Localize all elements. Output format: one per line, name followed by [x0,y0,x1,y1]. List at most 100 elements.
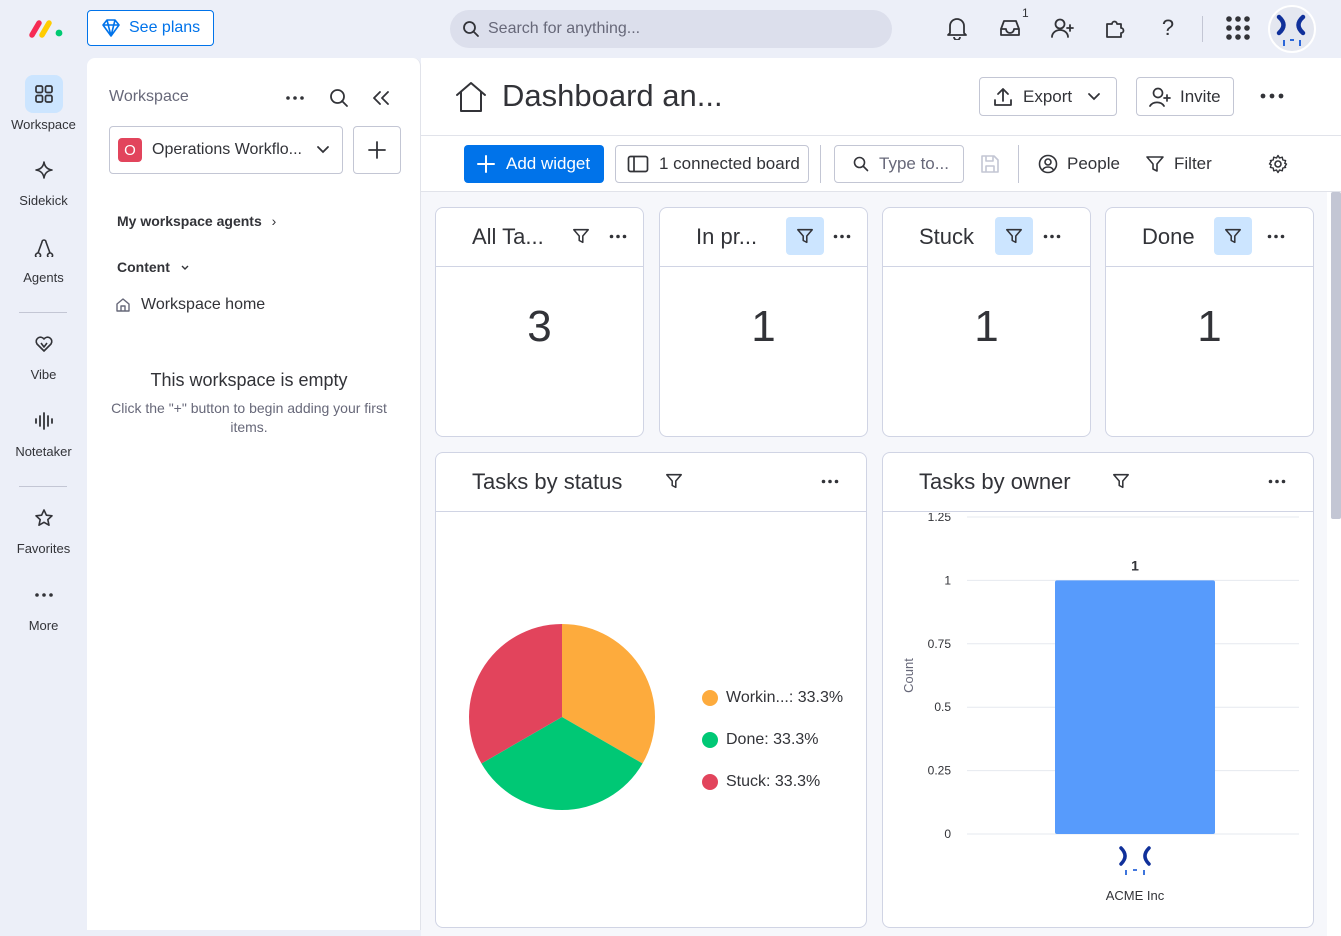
pie-slice-done[interactable] [481,717,643,810]
rail-item-sidekick[interactable]: Sidekick [0,151,87,208]
invite-user-icon[interactable] [1049,14,1077,42]
widget-all-tasks[interactable]: All Ta... 3 [435,207,644,437]
toolbar-divider [1018,145,1019,183]
widget-more-icon[interactable] [1262,224,1290,248]
workspace-more-icon[interactable] [281,84,309,112]
search-icon [853,156,869,172]
global-search-input[interactable]: Search for anything... [450,10,892,48]
widget-title: In pr... [696,224,758,249]
widget-more-icon[interactable] [604,224,632,248]
settings-gear-icon[interactable] [1268,145,1288,183]
invite-label: Invite [1180,86,1221,106]
widget-more-icon[interactable] [1263,469,1291,493]
add-widget-label: Add widget [506,154,591,173]
legend-item-done[interactable]: Done: 33.3% [702,719,843,761]
workspace-home-link[interactable]: Workspace home [115,296,265,314]
status-legend: Workin...: 33.3% Done: 33.3% Stuck: 33.3… [702,677,843,803]
y-tick-label: 0.25 [928,764,952,778]
bar-value-label: 1 [1131,557,1139,573]
apps-grid-icon[interactable] [1224,14,1252,42]
empty-workspace-title: This workspace is empty [150,370,348,390]
legend-dot-working [702,690,718,706]
export-label: Export [1023,86,1073,106]
inbox-icon[interactable] [996,14,1024,42]
bar-acme-inc[interactable] [1055,580,1215,834]
see-plans-label: See plans [129,19,201,36]
filter-icon[interactable] [562,217,600,255]
rail-item-favorites[interactable]: Favorites [0,499,87,556]
bell-icon[interactable] [943,14,971,42]
workspace-grid-icon [24,75,63,113]
widget-number: 3 [527,302,552,351]
chevron-down-icon [317,146,329,154]
workspace-selector-dropdown[interactable]: O Operations Workflo... [109,126,343,174]
acme-logo-image [1276,14,1306,46]
invite-user-icon [1149,87,1171,107]
puzzle-icon[interactable] [1101,14,1129,42]
filter-button[interactable]: Filter [1145,145,1212,183]
widget-header: Tasks by owner [883,453,1313,512]
widget-title: Stuck [919,224,975,249]
y-tick-label: 0 [944,827,951,841]
rail-item-notetaker[interactable]: Notetaker [0,402,87,459]
see-plans-button[interactable]: See plans [87,10,214,46]
page-title[interactable]: Dashboard an... [502,78,723,113]
pie-slice-working-on-it[interactable] [562,624,655,764]
add-workspace-item-button[interactable] [353,126,401,174]
people-filter-button[interactable]: People [1038,145,1120,183]
export-button[interactable]: Export [979,77,1117,116]
rail-item-agents[interactable]: Agents [0,228,87,285]
people-label: People [1067,154,1120,173]
widget-number: 1 [751,302,776,351]
legend-item-stuck[interactable]: Stuck: 33.3% [702,761,843,803]
workspace-search-icon[interactable] [325,84,353,112]
filter-icon[interactable] [995,217,1033,255]
widget-title: Done [1142,224,1195,249]
widget-tasks-by-status[interactable]: Tasks by status Workin...: 33.3% Done: 3… [435,452,867,928]
heart-icon [25,325,63,363]
add-widget-button[interactable]: Add widget [464,145,604,183]
widget-more-icon[interactable] [828,224,856,248]
widget-more-icon[interactable] [816,469,844,493]
pie-slice-stuck[interactable] [469,624,562,764]
widget-done[interactable]: Done 1 [1105,207,1314,437]
rail-label-notetaker: Notetaker [15,444,72,459]
rail-divider [19,312,67,313]
person-icon [1038,154,1058,174]
content-section-toggle[interactable]: Content [117,259,190,275]
filter-icon[interactable] [1214,217,1252,255]
legend-item-working[interactable]: Workin...: 33.3% [702,677,843,719]
legend-dot-stuck [702,774,718,790]
page-more-icon[interactable] [1257,84,1287,108]
filter-icon[interactable] [786,217,824,255]
help-icon[interactable]: ? [1161,15,1175,40]
rail-label-favorites: Favorites [16,541,71,556]
chevron-down-icon [181,265,189,270]
widget-more-icon[interactable] [1038,224,1066,248]
rail-item-vibe[interactable]: Vibe [0,325,87,382]
main-content: Dashboard an... Export Invite Add widget… [421,58,1341,936]
collapse-panel-icon[interactable] [367,84,395,112]
type-to-search-input[interactable]: Type to... [834,145,964,183]
filter-icon[interactable] [1102,462,1140,500]
scrollbar-thumb[interactable] [1331,192,1341,519]
user-avatar[interactable] [1268,5,1316,53]
save-view-icon[interactable] [980,145,1000,183]
widget-title: All Ta... [472,224,544,249]
filter-icon[interactable] [655,462,693,500]
widget-in-progress[interactable]: In pr... 1 [659,207,868,437]
workspace-agents-link[interactable]: My workspace agents › [117,213,276,229]
invite-button[interactable]: Invite [1136,77,1234,116]
monday-logo[interactable] [28,17,66,39]
waveform-icon [25,402,63,440]
rail-divider [19,486,67,487]
rail-item-workspace[interactable]: Workspace [0,75,87,132]
vertical-scrollbar[interactable] [1327,192,1341,936]
widget-header: Tasks by status [436,453,866,512]
inbox-count-badge: 1 [1022,6,1029,20]
connected-board-button[interactable]: 1 connected board [615,145,809,183]
dashboard-toolbar: Add widget 1 connected board Type to... … [421,136,1341,192]
widget-stuck[interactable]: Stuck 1 [882,207,1091,437]
rail-item-more[interactable]: More [0,576,87,633]
widget-tasks-by-owner[interactable]: Tasks by owner 1.25 1 0.75 0.5 0.25 0 Count 1 AC… [882,452,1314,928]
